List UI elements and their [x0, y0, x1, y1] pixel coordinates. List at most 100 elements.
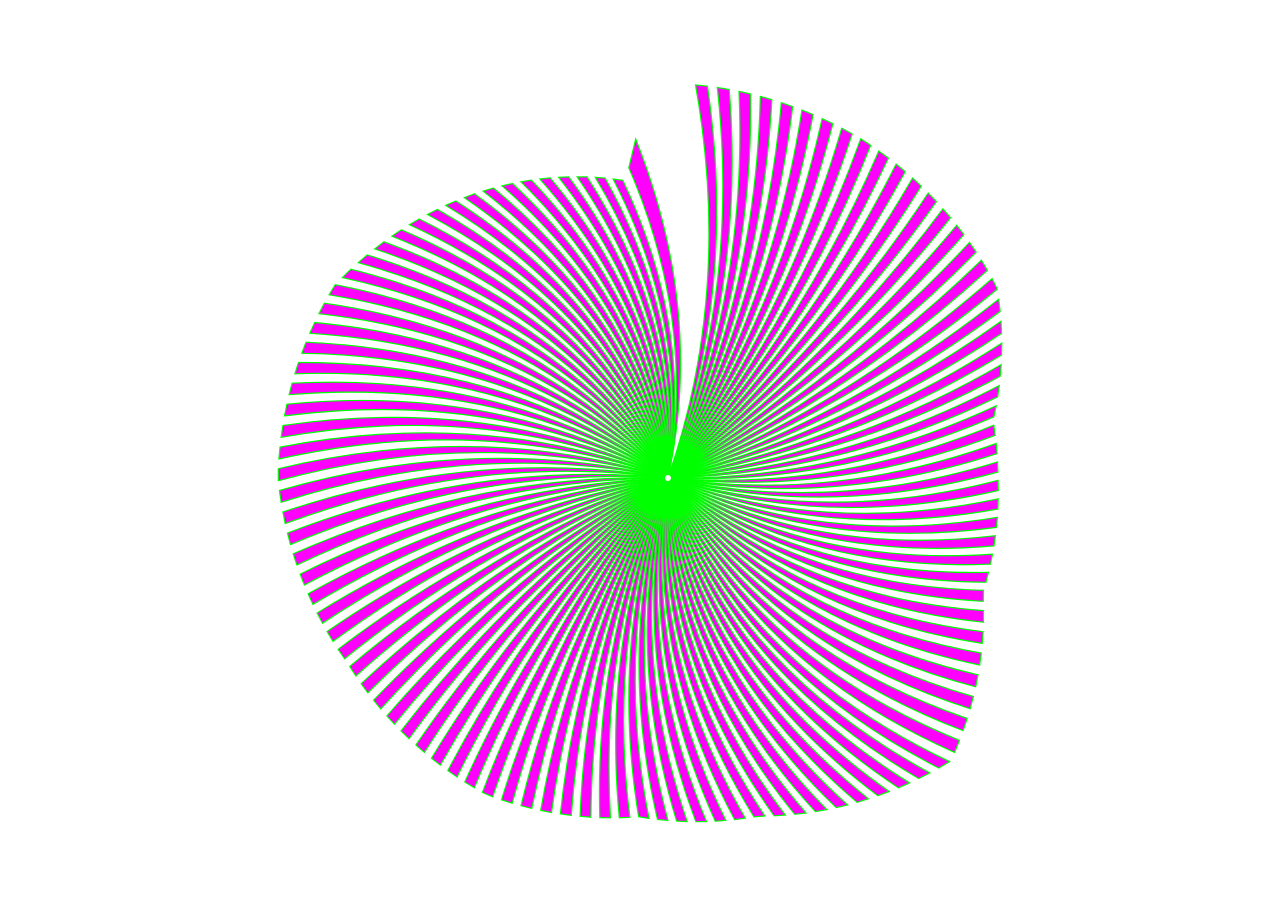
wedge — [283, 399, 669, 479]
wedge — [653, 477, 708, 823]
wedge — [667, 224, 965, 479]
wedge — [667, 101, 794, 479]
wedge — [628, 477, 669, 820]
wedge — [667, 259, 989, 479]
wedge — [667, 477, 999, 509]
wedge — [667, 442, 998, 490]
wedge — [667, 341, 1003, 479]
wedge — [481, 477, 669, 798]
wedge — [662, 477, 747, 821]
wedge-group — [277, 84, 1003, 823]
wedge — [667, 477, 994, 566]
wedge — [667, 477, 984, 645]
wedge — [667, 477, 999, 521]
wedge — [307, 477, 669, 606]
wedge — [447, 477, 669, 778]
wedge — [430, 477, 669, 767]
wedge — [519, 179, 669, 479]
wedge — [667, 461, 999, 498]
wedge — [667, 477, 968, 732]
wedge — [426, 208, 669, 479]
wedge — [667, 117, 834, 479]
center-point — [665, 475, 671, 481]
wedge — [638, 477, 669, 822]
wedge — [667, 477, 975, 710]
wedge — [415, 477, 669, 754]
wedge — [538, 177, 669, 479]
wedge — [500, 182, 669, 479]
wedge — [667, 477, 932, 780]
wedge — [667, 109, 814, 479]
wedge — [667, 404, 998, 480]
wedge — [408, 218, 669, 479]
wedge — [667, 127, 853, 479]
wedge — [667, 477, 979, 688]
wedge — [667, 137, 872, 479]
wedge — [464, 477, 669, 789]
wedge — [612, 178, 676, 479]
wedge — [667, 477, 999, 534]
wedge — [667, 84, 718, 479]
wedge — [667, 477, 951, 769]
wedge — [615, 477, 669, 819]
wedge — [400, 477, 669, 740]
wedge — [667, 477, 985, 602]
wedge — [280, 416, 669, 479]
wedge — [667, 177, 923, 479]
wedge — [579, 477, 669, 818]
wedge — [360, 477, 669, 694]
wedge — [667, 95, 773, 479]
wedge — [667, 241, 977, 479]
wedge — [667, 298, 1001, 479]
wedge — [282, 467, 669, 525]
wedge — [557, 176, 669, 479]
wedge — [667, 477, 891, 797]
wedge — [337, 477, 669, 660]
wedge — [317, 302, 669, 479]
wedge — [286, 473, 669, 546]
wedge — [356, 254, 669, 479]
wedge — [373, 241, 669, 479]
wedge — [386, 477, 669, 726]
wedge — [316, 477, 669, 625]
wedge — [390, 229, 669, 479]
wedge — [299, 477, 669, 586]
wedge — [667, 320, 1003, 479]
wedge — [308, 321, 669, 479]
wedge — [559, 477, 669, 817]
wedge — [667, 477, 808, 815]
wedge — [300, 341, 669, 479]
wedge — [667, 86, 733, 479]
wedge — [667, 477, 870, 803]
wedge — [278, 432, 669, 479]
wedge — [540, 477, 669, 814]
wedge — [667, 477, 982, 666]
wedge — [666, 477, 787, 817]
wedge — [667, 384, 1001, 479]
wedge — [658, 477, 727, 822]
wedge — [481, 187, 669, 479]
wedge — [667, 163, 906, 479]
wedge — [348, 477, 669, 677]
wedge — [667, 150, 890, 479]
wedge — [667, 90, 752, 479]
wedge — [575, 176, 671, 479]
wedge — [500, 477, 669, 804]
wedge — [667, 477, 961, 754]
wedge — [292, 477, 669, 566]
wedge — [277, 445, 669, 482]
wedge — [667, 477, 990, 583]
wedge — [667, 477, 985, 623]
wedge — [288, 381, 669, 479]
wedge — [294, 361, 669, 479]
wedge — [598, 477, 669, 819]
wedge — [665, 477, 766, 818]
wedge — [667, 477, 829, 813]
wedge — [328, 284, 669, 479]
wedge — [667, 207, 952, 479]
wedge — [667, 477, 997, 549]
wedge — [372, 477, 669, 710]
wedge — [326, 477, 669, 643]
wedge — [278, 457, 669, 504]
